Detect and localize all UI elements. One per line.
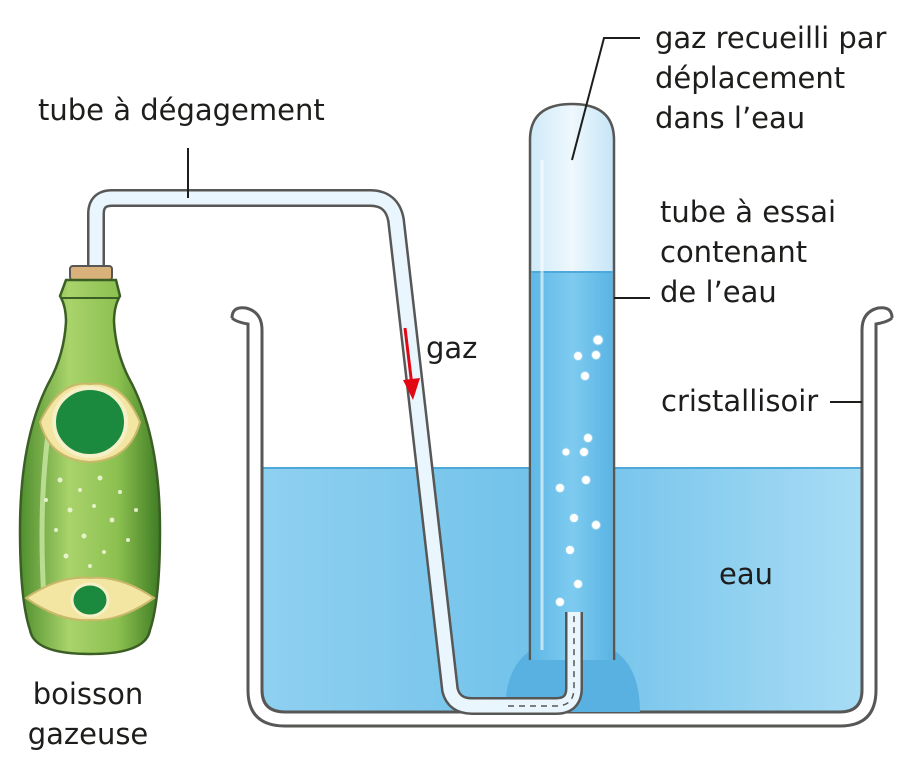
- gas-bubbles: [555, 334, 604, 607]
- label-tube-essai-1: tube à essai: [660, 195, 837, 229]
- cork-icon: [69, 265, 113, 281]
- delivery-tube-dashed: [508, 612, 575, 707]
- leader-gaz-recueilli: [571, 37, 640, 161]
- delivery-tube: [87, 189, 583, 715]
- label-boisson-2: gazeuse: [27, 717, 149, 751]
- label-eau: eau: [719, 557, 773, 591]
- label-gaz-recueilli-1: gaz recueilli par: [655, 21, 887, 55]
- label-cristallisoir: cristallisoir: [661, 384, 819, 418]
- bottle-body: [18, 278, 162, 656]
- bottle: [18, 265, 162, 656]
- bottle-bubbles: [44, 475, 138, 568]
- label-gaz-recueilli-3: dans l’eau: [655, 101, 806, 135]
- label-tube-essai-3: de l’eau: [660, 275, 777, 309]
- label-tube-essai-2: contenant: [660, 235, 808, 269]
- label-gaz-recueilli-2: déplacement: [655, 61, 846, 95]
- label-gaz: gaz: [426, 331, 478, 365]
- gas-flow-arrow: [403, 327, 420, 400]
- bottle-logo-bottom: [70, 582, 110, 618]
- label-boisson-1: boisson: [32, 677, 144, 711]
- leader-lines: [187, 37, 862, 403]
- basin-wall-outer: [230, 316, 894, 728]
- test-tube-water: [531, 272, 613, 660]
- test-tube: [528, 102, 616, 660]
- bottle-logo-top: [52, 386, 128, 458]
- label-tube-degagement: tube à dégagement: [38, 93, 325, 127]
